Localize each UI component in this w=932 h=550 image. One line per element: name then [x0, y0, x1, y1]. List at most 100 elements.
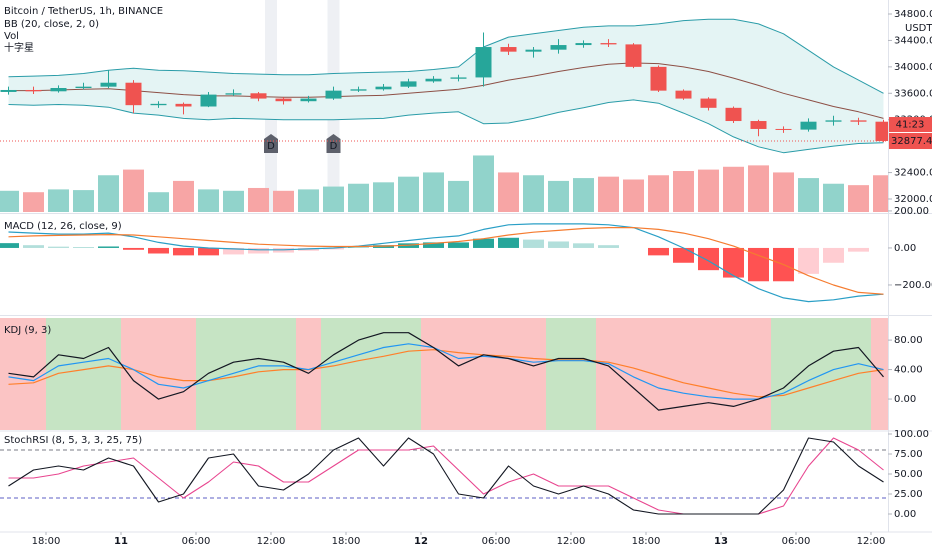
y-tick-label: 80.00	[894, 335, 923, 346]
y-tick-label: 34000.00	[894, 62, 932, 73]
indicator-legend: BB (20, close, 2, 0)	[4, 19, 99, 30]
candle-body	[450, 77, 467, 79]
candle-body	[225, 93, 242, 95]
volume-bar	[298, 189, 319, 212]
kdj-background	[371, 318, 397, 430]
volume-bar	[698, 169, 719, 212]
y-tick-label: 34400.00	[894, 35, 932, 46]
kdj-background	[721, 318, 747, 430]
volume-bar	[348, 183, 369, 212]
volume-bar	[48, 189, 69, 212]
kdj-background	[421, 318, 447, 430]
macd-histogram-bar	[0, 243, 20, 248]
macd-histogram-bar	[23, 245, 44, 248]
macd-line	[8, 223, 884, 303]
candle-body	[550, 45, 567, 50]
x-tick-label: 12	[414, 536, 428, 547]
kdj-background	[796, 318, 822, 430]
candle-body	[400, 81, 417, 87]
candle-body	[325, 90, 342, 99]
bb-basis	[8, 62, 884, 119]
candle-body	[825, 120, 842, 122]
volume-bar	[648, 175, 669, 212]
y-tick-label: 75.00	[894, 449, 923, 460]
macd-histogram-bar	[723, 247, 744, 278]
kdj-background	[271, 318, 297, 430]
kdj-background	[471, 318, 497, 430]
volume-bar	[473, 155, 494, 212]
x-tick-label: 06:00	[482, 536, 511, 547]
volume-bar	[0, 190, 20, 212]
volume-bar	[723, 166, 744, 212]
indicator-legend: 十字星	[4, 41, 34, 54]
macd-title: MACD (12, 26, close, 9)	[4, 221, 122, 232]
candle-body	[175, 103, 192, 107]
candle-body	[850, 120, 867, 122]
y-tick-label: 40.00	[894, 365, 923, 376]
volume-bar	[848, 185, 869, 212]
candle-body	[300, 98, 317, 102]
x-tick-label: 18:00	[632, 536, 661, 547]
marker-flag	[264, 134, 278, 153]
y-tick-label: 50.00	[894, 469, 923, 480]
kdj-background	[121, 318, 147, 430]
volume-bar	[748, 165, 769, 212]
macd-histogram-bar	[798, 247, 819, 274]
kdj-background	[846, 318, 872, 430]
candle-body	[50, 87, 67, 92]
last-price-label: 32877.47	[891, 136, 932, 147]
y-tick-label: 25.00	[894, 489, 923, 500]
x-tick-label: 06:00	[782, 536, 811, 547]
candle-body	[250, 93, 267, 99]
candle-body	[25, 89, 42, 92]
x-tick-label: 06:00	[182, 536, 211, 547]
volume-bar	[73, 190, 94, 212]
macd-histogram-bar	[48, 246, 69, 248]
candle-body	[500, 47, 517, 52]
volume-bar	[273, 190, 294, 212]
macd-histogram-bar	[523, 239, 544, 248]
kdj-background	[171, 318, 197, 430]
macd-histogram-bar	[673, 247, 694, 263]
volume-bar	[823, 183, 844, 212]
kdj-background	[871, 318, 888, 430]
kdj-background	[321, 318, 347, 430]
candle-body	[100, 82, 117, 87]
macd-histogram-bar	[748, 247, 769, 282]
macd-histogram-bar	[598, 245, 619, 248]
volume-bar	[23, 192, 44, 212]
macd-histogram-bar	[323, 247, 344, 250]
x-tick-label: 18:00	[332, 536, 361, 547]
macd-histogram-bar	[98, 246, 119, 248]
kdj-background	[696, 318, 722, 430]
countdown: 41:23	[896, 120, 925, 131]
kdj-background	[746, 318, 772, 430]
volume-bar	[623, 179, 644, 212]
macd-histogram-bar	[473, 238, 494, 248]
volume-bar	[248, 187, 269, 212]
countdown-tag	[889, 117, 932, 133]
candle-body	[75, 86, 92, 88]
y-tick-label: 32400.00	[894, 168, 932, 179]
candle-body	[525, 49, 542, 52]
volume-bar	[223, 190, 244, 212]
volume-bar	[398, 176, 419, 212]
candle-body	[125, 82, 142, 106]
volume-bar	[448, 180, 469, 212]
y-tick-label: 34800.00	[894, 9, 932, 20]
macd-histogram-bar	[423, 242, 444, 248]
volume-bar	[323, 186, 344, 212]
volume-bar	[148, 192, 169, 212]
kdj-background	[646, 318, 672, 430]
y-tick-label: 0.00	[894, 509, 916, 520]
y-tick-label: 33600.00	[894, 88, 932, 99]
volume-bar	[548, 180, 569, 212]
volume-bar	[98, 175, 119, 212]
y-tick-label: 32000.00	[894, 194, 932, 205]
kdj-background	[771, 318, 797, 430]
volume-bar	[423, 172, 444, 212]
candle-body	[700, 98, 717, 108]
signal-line	[8, 227, 884, 295]
